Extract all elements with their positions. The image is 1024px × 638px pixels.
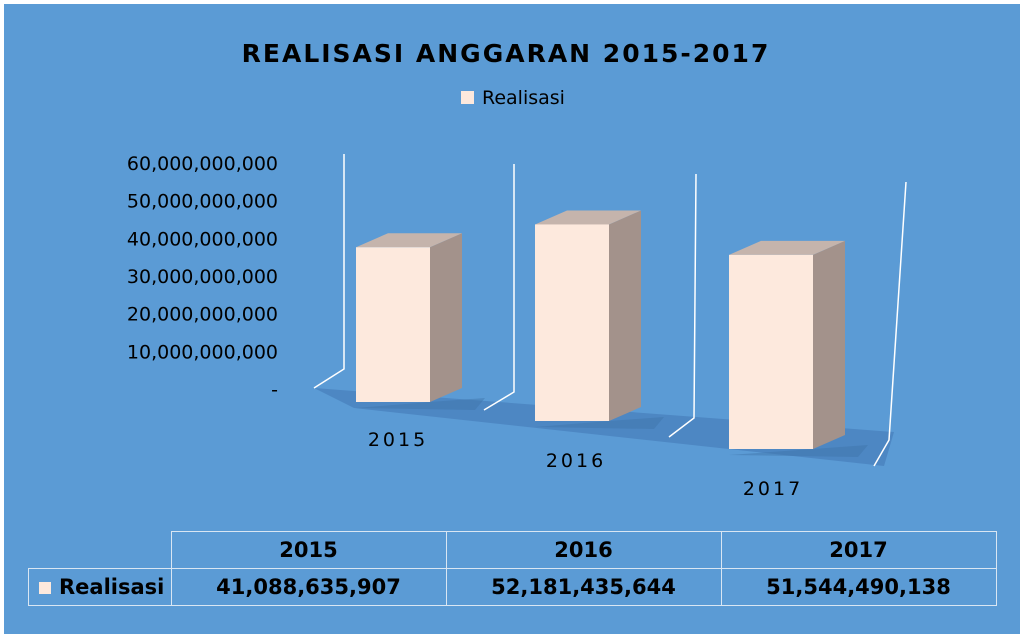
bar-shadow (535, 417, 664, 429)
chart-title: REALISASI ANGGARAN 2015-2017 (242, 39, 771, 68)
bar-2015 (356, 233, 485, 410)
legend-swatch (461, 91, 474, 104)
bar-side (430, 233, 462, 402)
chart-area: REALISASI ANGGARAN 2015-2017 Realisasi -… (4, 4, 1020, 634)
y-tick-label: 20,000,000,000 (127, 304, 278, 326)
x-category-label: 2017 (743, 478, 803, 500)
y-axis-ticks: - 10,000,000,000 20,000,000,000 30,000,000,… (127, 153, 278, 401)
table-cell: 41,088,635,907 (170, 568, 447, 606)
bar-chart: REALISASI ANGGARAN 2015-2017 Realisasi -… (127, 39, 907, 500)
bars (356, 210, 868, 457)
bar-top (356, 233, 462, 248)
bar-shadow (356, 398, 485, 410)
y-tick-label: 10,000,000,000 (127, 341, 278, 363)
bar-shadow (729, 445, 868, 457)
table-row: Realisasi 41,088,635,907 52,181,435,644 … (28, 568, 997, 606)
table-header-cell: 2016 (445, 531, 722, 569)
bar-top (729, 240, 845, 255)
bar-front (535, 224, 609, 421)
bar-front (356, 247, 430, 402)
y-tick-label: 60,000,000,000 (127, 153, 278, 175)
bar-front (729, 254, 813, 449)
table-header-cell: 2017 (720, 531, 997, 569)
separator-line (668, 173, 697, 438)
x-category-label: 2016 (546, 450, 606, 472)
table-cell: 51,544,490,138 (720, 568, 997, 606)
y-tick-label: - (271, 379, 278, 401)
table-row-label: Realisasi (28, 568, 172, 606)
table-header-row: 2015 2016 2017 (29, 531, 997, 569)
table-header-cell: 2015 (170, 531, 447, 569)
category-labels: 2015 2016 2017 (368, 429, 803, 500)
separator-line (483, 164, 515, 411)
x-category-label: 2015 (368, 429, 428, 451)
table-cell: 52,181,435,644 (445, 568, 722, 606)
legend-swatch-table (39, 582, 51, 594)
y-tick-label: 50,000,000,000 (127, 191, 278, 213)
bar-side (609, 210, 641, 421)
separator-line (873, 181, 907, 467)
bar-2016 (535, 210, 664, 429)
bar-top (535, 210, 641, 225)
row-label-text: Realisasi (59, 575, 165, 599)
bar-2017 (729, 240, 868, 457)
separator-line (313, 154, 345, 389)
bar-side (813, 240, 845, 449)
data-table: 2015 2016 2017 Realisasi 41,088,635,907 … (28, 531, 997, 606)
legend-label: Realisasi (482, 87, 565, 109)
legend: Realisasi (461, 87, 565, 109)
y-tick-label: 30,000,000,000 (127, 266, 278, 288)
y-tick-label: 40,000,000,000 (127, 228, 278, 250)
table-corner (29, 532, 172, 569)
